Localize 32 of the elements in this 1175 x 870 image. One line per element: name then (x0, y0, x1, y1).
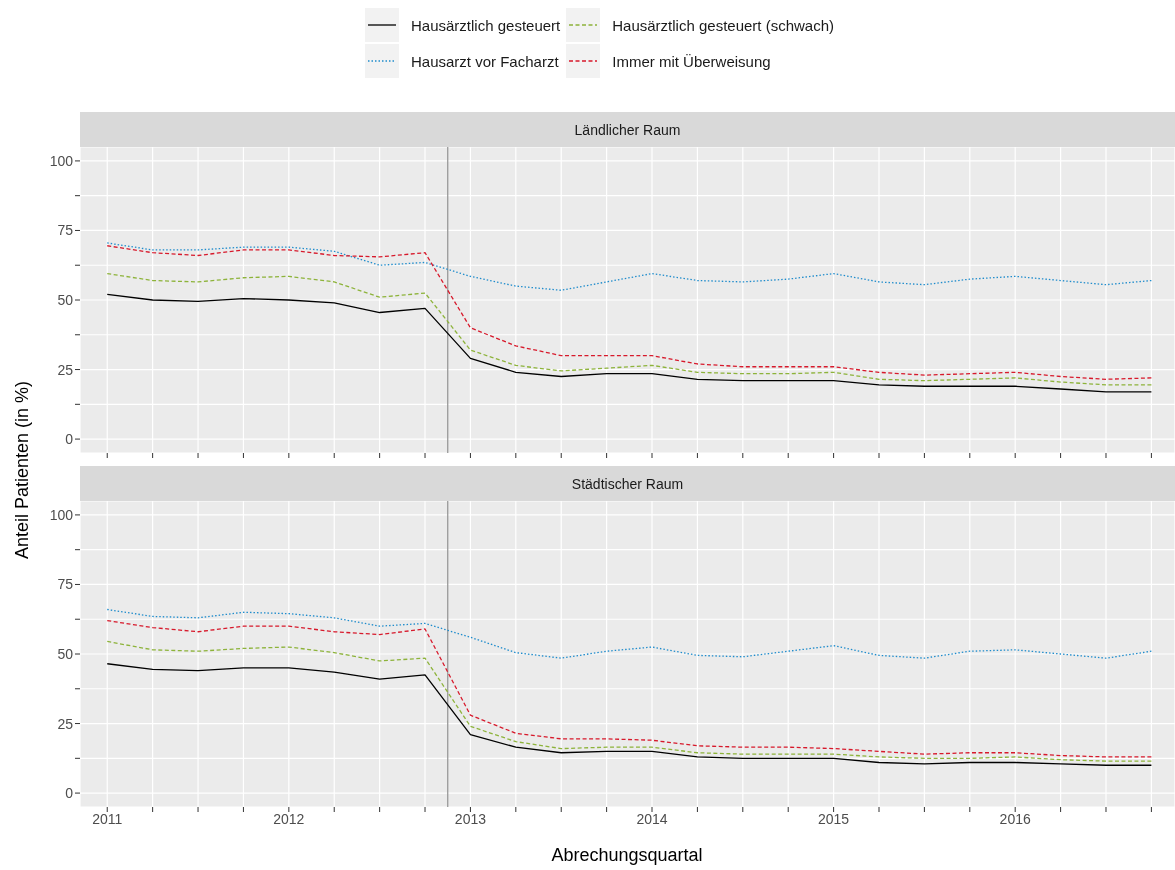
chart-title: Städtischer Raum (80, 466, 1175, 501)
y-tick-label: 0 (65, 431, 74, 448)
line-series (106, 640, 1153, 762)
y-tick-label: 25 (57, 361, 74, 378)
line-series (106, 663, 1153, 766)
x-tick-label: 2014 (636, 810, 668, 827)
x-tick-label: 2012 (273, 810, 305, 827)
y-tick-label: 0 (65, 785, 74, 802)
x-axis-title: Abrechungsquartal (551, 844, 703, 866)
y-tick-label: 100 (49, 152, 74, 169)
legend-label: Hausarzt vor Facharzt (411, 52, 559, 70)
line-series (106, 608, 1153, 659)
x-tick-label: 2013 (454, 810, 487, 827)
line-series (106, 293, 1153, 393)
y-tick-label: 50 (57, 291, 74, 308)
line-series (106, 242, 1153, 291)
x-tick-label: 2016 (999, 810, 1031, 827)
legend-label: Immer mit Überweisung (612, 52, 771, 70)
y-tick-label: 100 (49, 506, 74, 523)
y-tick-label: 75 (57, 222, 74, 239)
y-tick-label: 50 (57, 645, 74, 662)
legend-label: Hausärztlich gesteuert (411, 16, 561, 34)
line-series (106, 272, 1153, 386)
y-tick-label: 75 (57, 576, 74, 593)
line-series (106, 619, 1153, 758)
x-tick-label: 2015 (818, 810, 850, 827)
y-tick-label: 25 (57, 715, 74, 732)
x-tick-label: 2011 (92, 810, 123, 827)
legend-label: Hausärztlich gesteuert (schwach) (612, 16, 835, 34)
chart-title: Ländlicher Raum (80, 112, 1175, 147)
line-series (106, 245, 1153, 380)
y-axis-title: Anteil Patienten (in %) (11, 380, 33, 560)
